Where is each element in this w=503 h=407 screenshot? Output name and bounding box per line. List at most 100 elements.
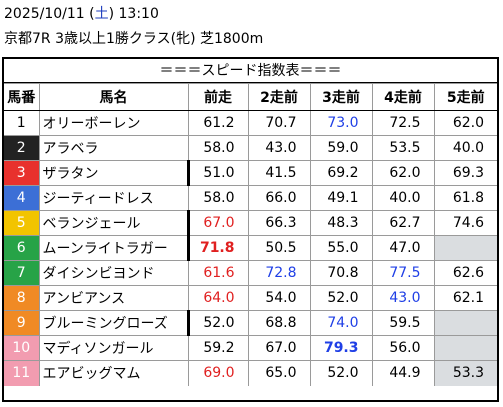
speed-index-cell: 67.0 xyxy=(247,335,311,361)
speed-index-cell: 41.5 xyxy=(247,160,311,186)
horse-name-cell: アンビアンス xyxy=(38,285,189,311)
speed-index-cell: 58.0 xyxy=(187,135,249,161)
horse-number-cell: 10 xyxy=(4,335,40,361)
speed-index-cell: 59.0 xyxy=(309,135,373,161)
header-horse-number: 馬番 xyxy=(4,83,40,111)
speed-index-cell: 40.0 xyxy=(371,185,435,211)
header-5-races-ago: 5走前 xyxy=(433,83,497,111)
horse-number-cell: 7 xyxy=(4,260,40,286)
header-4-races-ago: 4走前 xyxy=(371,83,435,111)
horse-number-cell: 11 xyxy=(4,360,40,386)
speed-index-cell: 43.0 xyxy=(371,285,435,311)
speed-index-cell: 44.9 xyxy=(371,360,435,386)
speed-index-cell: 67.0 xyxy=(186,210,249,236)
table-row: 6 ムーンライトラガー 71.8 50.5 55.0 47.0 xyxy=(4,235,497,261)
horse-number-cell: 3 xyxy=(4,160,40,186)
speed-index-cell: 61.6 xyxy=(187,260,249,286)
horse-name-cell: ジーティードレス xyxy=(38,185,189,211)
header-horse-name: 馬名 xyxy=(38,83,189,111)
speed-index-cell: 59.5 xyxy=(371,310,435,336)
speed-index-cell: 52.0 xyxy=(309,360,373,386)
speed-index-cell: 53.5 xyxy=(371,135,435,161)
table-row: 8 アンビアンス 64.0 54.0 52.0 43.0 62.1 xyxy=(4,285,497,311)
speed-index-cell: 61.8 xyxy=(433,185,497,211)
table-row: 1 オリーボーレン 61.2 70.7 73.0 72.5 62.0 xyxy=(4,110,497,136)
speed-index-cell: 51.0 xyxy=(186,160,249,186)
horse-name-cell: エアビッグマム xyxy=(38,360,189,386)
speed-index-cell: 62.0 xyxy=(433,110,497,136)
speed-index-cell: 77.5 xyxy=(371,260,435,286)
race-datetime: 2025/10/11 (土) 13:10 xyxy=(4,4,159,24)
weekday: 土 xyxy=(94,6,109,22)
speed-index-cell: 69.2 xyxy=(309,160,373,186)
horse-name-cell: オリーボーレン xyxy=(38,110,189,136)
speed-index-cell: 72.8 xyxy=(247,260,311,286)
speed-index-cell: 49.1 xyxy=(309,185,373,211)
speed-index-table-frame: ＝＝＝スピード指数表＝＝＝ 馬番 馬名 前走 2走前 3走前 4走前 5走前 1… xyxy=(2,57,499,402)
speed-index-cell: 48.3 xyxy=(309,210,373,236)
speed-index-cell: 62.1 xyxy=(433,285,497,311)
horse-name-cell: ベランジェール xyxy=(38,210,189,236)
horse-number-cell: 2 xyxy=(4,135,40,161)
horse-name-cell: ダイシンビヨンド xyxy=(38,260,189,286)
speed-index-cell: 71.8 xyxy=(186,235,249,261)
speed-index-cell: 62.0 xyxy=(371,160,435,186)
table-row: 3 ザラタン 51.0 41.5 69.2 62.0 69.3 xyxy=(4,160,497,186)
race-info: 京都7R 3歳以上1勝クラス(牝) 芝1800m xyxy=(4,31,264,47)
speed-index-cell: 43.0 xyxy=(247,135,311,161)
header-last-race: 前走 xyxy=(187,83,249,111)
speed-index-cell: 52.0 xyxy=(186,310,249,336)
horse-name-cell: アラベラ xyxy=(38,135,189,161)
speed-index-cell: 62.6 xyxy=(433,260,497,286)
speed-index-cell: 53.3 xyxy=(433,360,497,386)
speed-index-cell: 50.5 xyxy=(247,235,311,261)
speed-index-cell: 47.0 xyxy=(371,235,435,261)
table-body: 1 オリーボーレン 61.2 70.7 73.0 72.5 62.0 2 アラベラ 58.0 43.… xyxy=(4,110,497,386)
speed-index-cell: 52.0 xyxy=(309,285,373,311)
header-2-races-ago: 2走前 xyxy=(247,83,311,111)
speed-index-cell xyxy=(433,235,497,261)
table-row: 4 ジーティードレス 58.0 66.0 49.1 40.0 61.8 xyxy=(4,185,497,211)
horse-number-cell: 8 xyxy=(4,285,40,311)
header-3-races-ago: 3走前 xyxy=(309,83,373,111)
table-row: 11 エアビッグマム 69.0 65.0 52.0 44.9 53.3 xyxy=(4,360,497,386)
table-row: 7 ダイシンビヨンド 61.6 72.8 70.8 77.5 62.6 xyxy=(4,260,497,286)
speed-index-cell: 68.8 xyxy=(247,310,311,336)
table-row: 5 ベランジェール 67.0 66.3 48.3 62.7 74.6 xyxy=(4,210,497,236)
speed-index-cell: 56.0 xyxy=(371,335,435,361)
speed-index-cell xyxy=(433,310,497,336)
speed-index-cell: 73.0 xyxy=(309,110,373,136)
date-prefix: 2025/10/11 ( xyxy=(4,6,95,22)
speed-index-cell: 54.0 xyxy=(247,285,311,311)
speed-index-cell xyxy=(433,335,497,361)
table-row: 2 アラベラ 58.0 43.0 59.0 53.5 40.0 xyxy=(4,135,497,161)
horse-name-cell: マディソンガール xyxy=(38,335,189,361)
speed-index-cell: 66.0 xyxy=(247,185,311,211)
table-row: 9 ブルーミングローズ 52.0 68.8 74.0 59.5 xyxy=(4,310,497,336)
speed-index-cell: 74.6 xyxy=(433,210,497,236)
speed-index-cell: 40.0 xyxy=(433,135,497,161)
horse-number-cell: 1 xyxy=(4,110,40,136)
speed-index-cell: 70.8 xyxy=(309,260,373,286)
date-suffix: ) 13:10 xyxy=(108,6,159,22)
speed-index-cell: 70.7 xyxy=(247,110,311,136)
speed-index-cell: 69.3 xyxy=(433,160,497,186)
horse-name-cell: ブルーミングローズ xyxy=(38,310,189,336)
table-header-row: 馬番 馬名 前走 2走前 3走前 4走前 5走前 xyxy=(4,83,497,111)
horse-name-cell: ザラタン xyxy=(38,160,189,186)
speed-index-cell: 69.0 xyxy=(187,360,249,386)
speed-index-cell: 59.2 xyxy=(187,335,249,361)
horse-number-cell: 6 xyxy=(4,235,40,261)
horse-number-cell: 5 xyxy=(4,210,40,236)
horse-number-cell: 9 xyxy=(4,310,40,336)
speed-index-table: 馬番 馬名 前走 2走前 3走前 4走前 5走前 1 オリーボーレン 61.2 70.… xyxy=(4,83,497,386)
speed-index-cell: 79.3 xyxy=(309,335,373,361)
speed-index-cell: 55.0 xyxy=(309,235,373,261)
table-title: ＝＝＝スピード指数表＝＝＝ xyxy=(4,59,497,83)
speed-index-cell: 64.0 xyxy=(187,285,249,311)
speed-index-cell: 66.3 xyxy=(247,210,311,236)
horse-number-cell: 4 xyxy=(4,185,40,211)
speed-index-cell: 58.0 xyxy=(187,185,249,211)
speed-index-cell: 74.0 xyxy=(309,310,373,336)
speed-index-cell: 62.7 xyxy=(371,210,435,236)
